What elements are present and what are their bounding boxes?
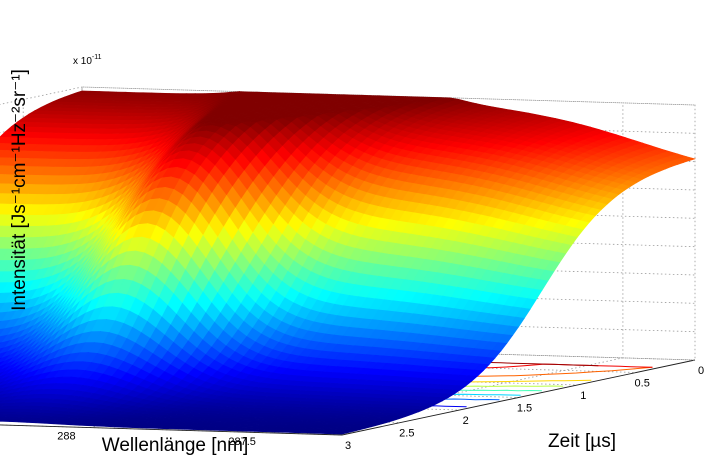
x-axis-label: Wellenlänge [nm] <box>102 435 248 456</box>
y-tick-label: 0.5 <box>635 378 650 390</box>
y-tick-label: 3 <box>345 440 351 452</box>
y-tick-label: 1.5 <box>517 403 532 415</box>
y-axis-label: Zeit [µs] <box>548 431 616 452</box>
y-tick-label: 0 <box>698 365 704 377</box>
x-tick-label: 288 <box>57 431 75 443</box>
y-ticks: 0 0.5 1 1.5 2 2.5 3 <box>345 365 704 452</box>
y-tick-label: 2.5 <box>399 428 414 440</box>
x-ticks: 289288.5288287.5 <box>57 431 256 448</box>
axis-edge <box>0 359 696 436</box>
y-tick-label: 1 <box>580 390 586 402</box>
z-exponent-power: -11 <box>92 54 102 61</box>
x-tick-label: 287.5 <box>228 436 256 448</box>
surface-patch <box>333 432 348 435</box>
surface-mesh <box>0 90 697 435</box>
z-axis-label: Intensität [Js⁻¹cm⁻¹Hz⁻²sr⁻¹] <box>9 69 30 311</box>
surface-patch <box>0 342 3 346</box>
z-exponent-label: x 10-11 <box>73 54 102 67</box>
y-tick-label: 2 <box>463 415 469 427</box>
